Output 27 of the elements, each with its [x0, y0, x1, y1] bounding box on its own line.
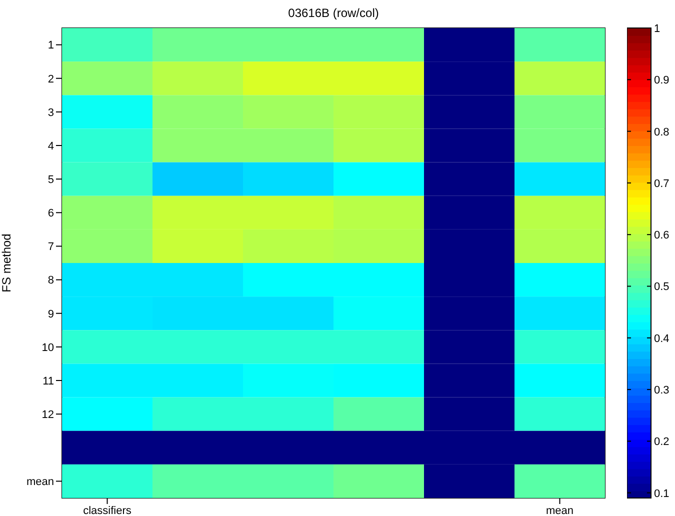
- color-bar-label: 0.2: [654, 436, 670, 448]
- color-bar-label: 0.6: [654, 230, 670, 242]
- y-tick-label: 5: [48, 174, 54, 186]
- color-bar-label: 0.4: [654, 332, 670, 345]
- color-bar-label: 0.8: [654, 126, 670, 138]
- y-tick-label: 2: [48, 73, 54, 86]
- y-tick-label: 7: [48, 241, 54, 254]
- x-tick-label: classifiers: [83, 504, 132, 516]
- colorbar: 0.1 0.2 0.3 0.4 0.5 0.6 0.7 0.8 0.9 1: [627, 22, 675, 504]
- y-tick-label: 12: [42, 408, 54, 421]
- color-bar-label: 1: [654, 23, 660, 35]
- y-axis-title: FS method: [0, 234, 14, 292]
- y-tick-label: 9: [48, 308, 54, 320]
- color-bar-label: 0.3: [654, 384, 670, 397]
- color-bar-label: 0.7: [654, 178, 670, 190]
- color-bar-label: 0.5: [654, 281, 670, 294]
- color-bar-label: 0.9: [654, 74, 670, 87]
- y-tick-label: 1: [48, 40, 54, 52]
- y-tick-label: 10: [42, 342, 54, 354]
- color-bar-label: 0.1: [654, 488, 670, 500]
- y-tick-label: 8: [48, 274, 54, 287]
- y-tick-label: 3: [48, 106, 54, 119]
- y-tick-label: 11: [42, 375, 54, 388]
- chart-title: 03616B (row/col): [287, 6, 380, 20]
- y-tick-label: 4: [48, 140, 54, 152]
- y-tick-label: 6: [48, 208, 54, 220]
- y-tick-label: mean: [26, 476, 54, 488]
